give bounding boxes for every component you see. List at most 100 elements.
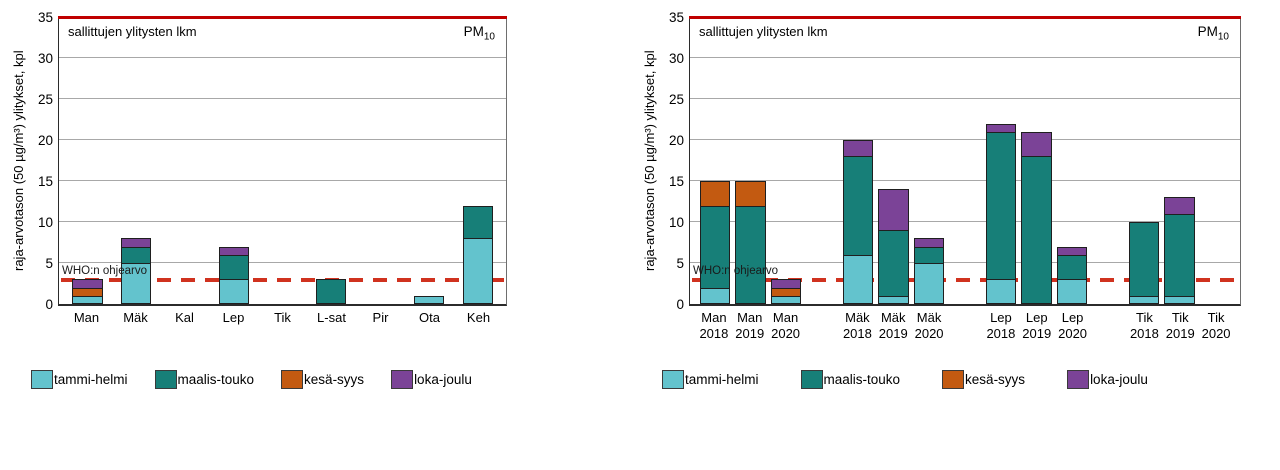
x-tick-line: Lep bbox=[1025, 310, 1048, 325]
legend-label: maalis-touko bbox=[177, 372, 255, 387]
y-tick-label: 35 bbox=[668, 10, 684, 25]
legend-label: maalis-touko bbox=[823, 372, 901, 387]
gridline-20 bbox=[59, 139, 506, 140]
y-tick-label: 30 bbox=[668, 51, 684, 66]
segment-loka-joulu bbox=[1164, 197, 1195, 214]
segment-loka-joulu bbox=[842, 140, 873, 157]
legend-label: tammi-helmi bbox=[54, 372, 128, 387]
allowed-exceedances-line bbox=[689, 16, 1241, 19]
chart-panel-stations-by-year: raja-arvotason (50 µg/m³) ylitykset, kpl… bbox=[641, 10, 1241, 389]
gridline-30 bbox=[690, 57, 1240, 58]
legend-swatch bbox=[800, 370, 823, 389]
bar-Tik-2019 bbox=[1164, 197, 1195, 304]
segment-maalis-touko bbox=[842, 156, 873, 255]
legend-item-maalis-touko: maalis-touko bbox=[800, 370, 901, 389]
x-tick-line: L-sat bbox=[317, 310, 346, 325]
segment-tammi-helmi bbox=[413, 295, 444, 304]
segment-tammi-helmi bbox=[1128, 295, 1159, 304]
segment-maalis-touko bbox=[218, 254, 249, 280]
y-tick-label: 15 bbox=[37, 174, 53, 189]
legend-swatch bbox=[662, 370, 684, 389]
bar-Man-2020 bbox=[771, 279, 802, 304]
bar-slot bbox=[307, 17, 356, 304]
bar-group-1 bbox=[840, 17, 947, 304]
x-tick-line: Mäk bbox=[916, 310, 942, 325]
segment-kesä-syys bbox=[771, 287, 802, 296]
x-tick-line: Lep bbox=[1061, 310, 1084, 325]
segment-loka-joulu bbox=[121, 238, 152, 247]
x-tick-label: Mäk 2019 bbox=[875, 310, 911, 346]
x-tick-label: Tik 2020 bbox=[1198, 310, 1234, 346]
legend-item-tammi-helmi: tammi-helmi bbox=[31, 370, 128, 389]
segment-loka-joulu bbox=[914, 238, 945, 247]
bar-slot bbox=[1126, 17, 1162, 304]
bar-slot bbox=[404, 17, 453, 304]
y-axis-ticks: 0 5 10 15 20 25 30 35 bbox=[27, 10, 53, 312]
pollutant-label-sub: 10 bbox=[483, 31, 495, 43]
x-tick-line: Man bbox=[737, 310, 763, 325]
bar-Mäk bbox=[121, 238, 152, 304]
segment-tammi-helmi bbox=[72, 295, 103, 304]
x-tick-label: Tik bbox=[258, 310, 307, 346]
chart-main: 0 5 10 15 20 25 30 35 sallittujen ylitysten lkm… bbox=[658, 10, 1241, 389]
y-tick-label: 10 bbox=[668, 215, 684, 230]
segment-maalis-touko bbox=[914, 246, 945, 263]
bar-slot bbox=[258, 17, 307, 304]
legend-swatch bbox=[31, 370, 53, 389]
bar-group-0 bbox=[697, 17, 804, 304]
pollutant-label-main: PM bbox=[1197, 24, 1218, 39]
segment-loka-joulu bbox=[771, 279, 802, 288]
bar-Man bbox=[72, 279, 103, 304]
gridline-10 bbox=[690, 221, 1240, 222]
bar-L-sat bbox=[316, 279, 347, 304]
x-tick-line: 2019 bbox=[1165, 326, 1195, 341]
legend-label: kesä-syys bbox=[304, 372, 365, 387]
x-tick-label: Man 2019 bbox=[732, 310, 768, 346]
who-guideline-label: WHO:n ohjearvo bbox=[693, 265, 779, 278]
chart-panel-stations: raja-arvotason (50 µg/m³) ylitykset, kpl… bbox=[10, 10, 507, 389]
x-tick-label: Kal bbox=[160, 310, 209, 346]
bar-Man-2019 bbox=[735, 181, 766, 304]
bar-slot bbox=[983, 17, 1019, 304]
bars-container bbox=[690, 17, 1240, 304]
gridline-5 bbox=[690, 262, 1240, 263]
plot-stack: sallittujen ylitysten lkm PM10 WHO:n ohj… bbox=[689, 16, 1241, 346]
who-guideline-label: WHO:n ohjearvo bbox=[62, 265, 148, 278]
y-tick-label: 35 bbox=[37, 10, 53, 25]
y-tick-label: 25 bbox=[37, 92, 53, 107]
y-tick-label: 20 bbox=[37, 133, 53, 148]
x-tick-line: 2020 bbox=[1201, 326, 1231, 341]
x-axis-labels: Man Mäk Kal Lep Tik L-sat Pir Ota Keh bbox=[58, 310, 507, 346]
y-tick-label: 15 bbox=[668, 174, 684, 189]
y-tick-label: 0 bbox=[45, 297, 53, 312]
pm10-exceedance-charts: raja-arvotason (50 µg/m³) ylitykset, kpl… bbox=[10, 10, 1241, 389]
x-tick-line: Lep bbox=[990, 310, 1012, 325]
segment-maalis-touko bbox=[1021, 156, 1052, 304]
segment-loka-joulu bbox=[1057, 246, 1088, 255]
x-tick-line: 2018 bbox=[699, 326, 729, 341]
x-tick-line: Kal bbox=[175, 310, 194, 325]
segment-tammi-helmi bbox=[218, 279, 249, 304]
segment-tammi-helmi bbox=[842, 254, 873, 304]
x-tick-label: Ota bbox=[405, 310, 454, 346]
bar-slot bbox=[1019, 17, 1055, 304]
segment-loka-joulu bbox=[878, 189, 909, 231]
bar-slot bbox=[768, 17, 804, 304]
x-tick-line: Mäk bbox=[845, 310, 870, 325]
x-tick-label: Man 2018 bbox=[696, 310, 732, 346]
segment-maalis-touko bbox=[1057, 254, 1088, 280]
bar-group-2 bbox=[983, 17, 1090, 304]
x-tick-label: Man 2020 bbox=[768, 310, 804, 346]
bar-slot bbox=[161, 17, 210, 304]
x-tick-line: Man bbox=[701, 310, 727, 325]
bar-group-3 bbox=[1126, 17, 1233, 304]
bar-Lep bbox=[218, 246, 249, 304]
bars-container bbox=[59, 17, 506, 304]
segment-maalis-touko bbox=[699, 205, 730, 288]
x-tick-label: Pir bbox=[356, 310, 405, 346]
x-tick-label: Keh bbox=[454, 310, 503, 346]
label-group-0: Man Mäk Kal Lep Tik L-sat Pir Ota Keh bbox=[62, 310, 503, 346]
x-tick-line: 2018 bbox=[842, 326, 872, 341]
x-tick-label: Mäk bbox=[111, 310, 160, 346]
x-tick-label: Lep 2019 bbox=[1019, 310, 1055, 346]
